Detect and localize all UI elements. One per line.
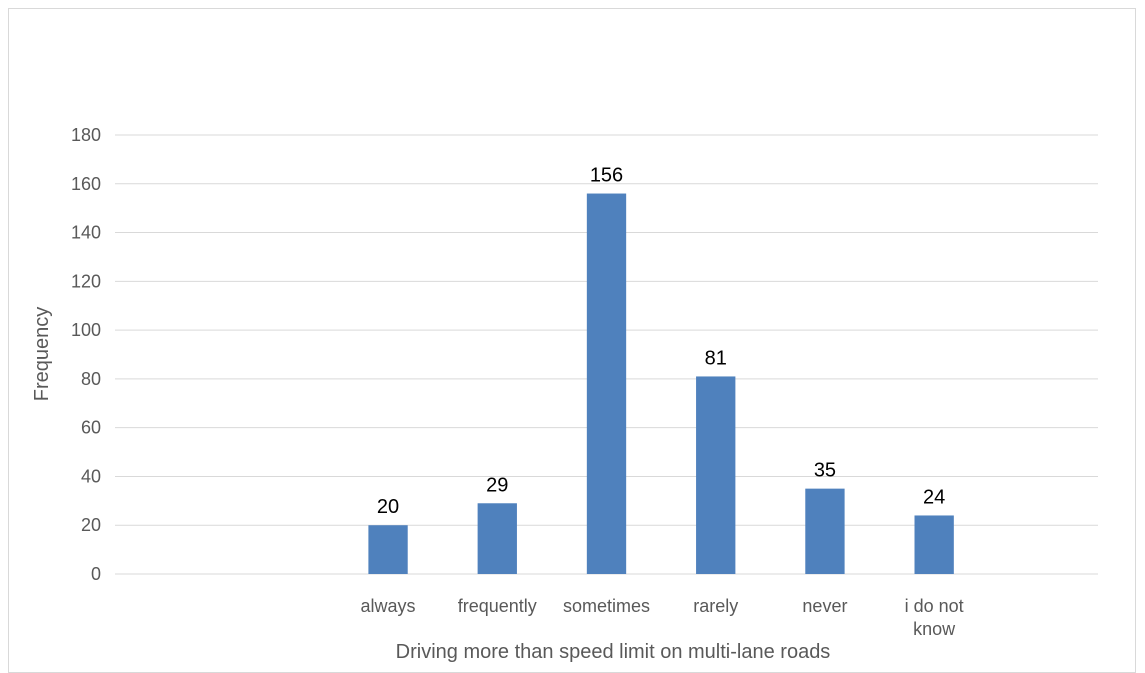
x-tick-label: sometimes bbox=[563, 596, 650, 616]
data-labels: 20 29 156 81 35 24 bbox=[377, 165, 945, 519]
y-tick-label: 0 bbox=[91, 564, 101, 584]
y-tick-label: 180 bbox=[71, 125, 101, 145]
y-tick-label: 140 bbox=[71, 223, 101, 243]
bar-i-do-not-know bbox=[914, 515, 954, 574]
x-tick-label: frequently bbox=[458, 596, 537, 616]
data-label: 35 bbox=[814, 460, 836, 482]
data-label: 24 bbox=[923, 486, 945, 508]
y-tick-label: 80 bbox=[81, 369, 101, 389]
y-tick-label: 40 bbox=[81, 466, 101, 486]
data-label: 29 bbox=[486, 474, 508, 496]
bars bbox=[368, 193, 954, 575]
x-tick-label-line: i do not bbox=[905, 596, 964, 616]
data-label: 156 bbox=[590, 165, 623, 187]
bar-sometimes bbox=[586, 193, 627, 575]
x-tick-label-line: know bbox=[913, 619, 956, 639]
data-label: 20 bbox=[377, 496, 399, 518]
x-tick-label: always bbox=[361, 596, 416, 616]
bar-never bbox=[805, 488, 845, 574]
x-tick-label: i do not know bbox=[905, 596, 964, 639]
y-tick-label: 120 bbox=[71, 271, 101, 291]
x-axis-title: Driving more than speed limit on multi-l… bbox=[396, 641, 831, 663]
data-label: 81 bbox=[705, 347, 727, 369]
y-tick-label: 20 bbox=[81, 515, 101, 535]
bar-always bbox=[368, 525, 408, 574]
y-axis-title: Frequency bbox=[31, 307, 53, 402]
y-axis-tick-labels: 0 20 40 60 80 100 120 140 160 180 bbox=[71, 125, 101, 584]
y-tick-label: 100 bbox=[71, 320, 101, 340]
x-tick-label: never bbox=[802, 596, 847, 616]
bar-frequently bbox=[477, 503, 517, 574]
bar-rarely bbox=[696, 376, 736, 574]
x-tick-label: rarely bbox=[693, 596, 738, 616]
y-tick-label: 160 bbox=[71, 174, 101, 194]
y-tick-label: 60 bbox=[81, 418, 101, 438]
x-axis-tick-labels: always frequently sometimes rarely never i do… bbox=[361, 596, 964, 639]
